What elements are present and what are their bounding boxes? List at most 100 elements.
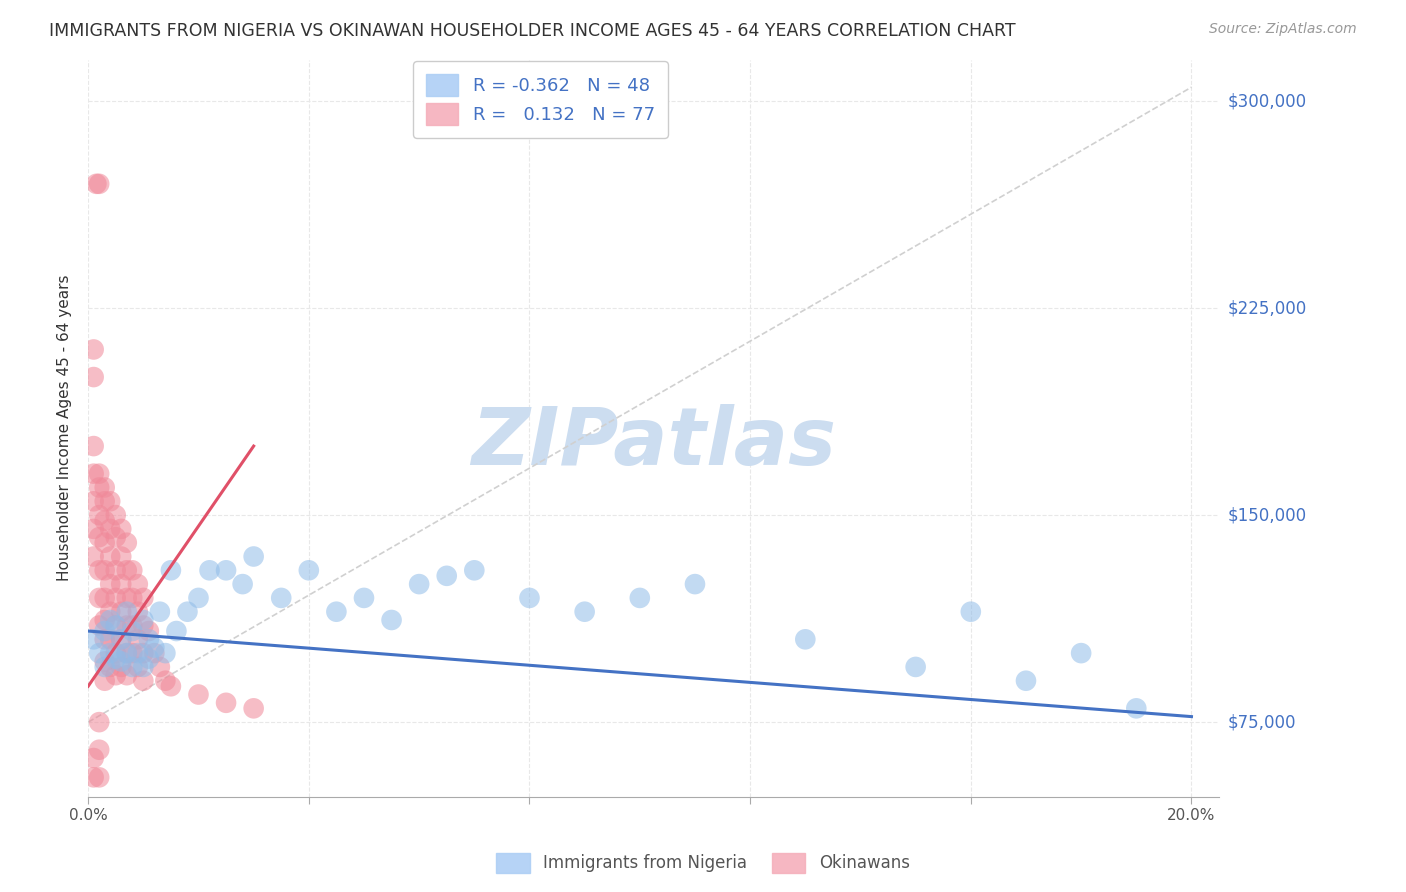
Point (138, 624, 160, 638)
Point (121, 624, 143, 638)
Point (89, 530, 111, 544)
Point (353, 591, 375, 605)
Point (1125, 701, 1147, 715)
Point (93, 494, 115, 508)
Point (242, 549, 264, 564)
Point (83, 439, 105, 453)
Point (104, 646, 127, 660)
Point (127, 660, 149, 674)
Point (121, 646, 143, 660)
Text: $150,000: $150,000 (1227, 506, 1306, 524)
Point (325, 605, 347, 619)
Point (89, 177, 111, 191)
Point (115, 605, 138, 619)
Legend: R = -0.362   N = 48, R =   0.132   N = 77: R = -0.362 N = 48, R = 0.132 N = 77 (413, 62, 668, 137)
Point (89, 743, 111, 757)
Point (115, 535, 138, 549)
Point (232, 577, 254, 591)
Point (89, 618, 111, 632)
Point (89, 508, 111, 522)
Point (127, 577, 149, 591)
Point (187, 688, 209, 702)
Point (104, 668, 127, 682)
Point (110, 577, 132, 591)
Point (98, 605, 121, 619)
Point (98, 577, 121, 591)
Point (83, 467, 105, 481)
Point (138, 651, 160, 665)
Point (83, 632, 105, 647)
Point (93, 673, 115, 688)
Point (93, 563, 115, 577)
Point (115, 563, 138, 577)
Point (115, 668, 138, 682)
Text: IMMIGRANTS FROM NIGERIA VS OKINAWAN HOUSEHOLDER INCOME AGES 45 - 64 YEARS CORREL: IMMIGRANTS FROM NIGERIA VS OKINAWAN HOUS… (49, 22, 1015, 40)
Point (628, 591, 651, 605)
Text: Source: ZipAtlas.com: Source: ZipAtlas.com (1209, 22, 1357, 37)
Point (89, 467, 111, 481)
Point (115, 618, 138, 632)
Point (110, 654, 132, 668)
Point (93, 613, 115, 627)
Point (187, 591, 209, 605)
Point (89, 563, 111, 577)
Point (93, 535, 115, 549)
Point (198, 563, 221, 577)
Point (215, 696, 238, 710)
Point (83, 343, 105, 357)
Point (242, 701, 264, 715)
Point (155, 646, 177, 660)
Point (89, 481, 111, 495)
Point (89, 770, 111, 784)
Point (104, 651, 127, 665)
Text: $300,000: $300,000 (1227, 92, 1306, 110)
Point (98, 632, 121, 647)
Point (149, 660, 172, 674)
Point (160, 563, 183, 577)
Point (104, 618, 127, 632)
Point (121, 563, 143, 577)
Point (132, 660, 155, 674)
Point (132, 618, 155, 632)
Point (89, 646, 111, 660)
Point (155, 673, 177, 688)
Point (98, 613, 121, 627)
Point (149, 605, 172, 619)
Point (270, 591, 292, 605)
Point (93, 660, 115, 674)
Point (127, 646, 149, 660)
Point (143, 640, 166, 655)
Point (574, 605, 596, 619)
Point (121, 591, 143, 605)
Point (104, 530, 127, 544)
Point (98, 522, 121, 536)
Point (104, 563, 127, 577)
Point (115, 591, 138, 605)
Point (83, 751, 105, 765)
Point (1015, 673, 1038, 688)
Point (83, 770, 105, 784)
Point (436, 569, 458, 583)
Point (110, 549, 132, 564)
Point (110, 660, 132, 674)
Point (93, 654, 115, 668)
Point (215, 563, 238, 577)
Point (115, 646, 138, 660)
Point (110, 632, 132, 647)
Point (83, 549, 105, 564)
Point (959, 605, 981, 619)
Point (380, 613, 402, 627)
Point (138, 632, 160, 647)
Text: $75,000: $75,000 (1227, 713, 1296, 731)
Point (98, 549, 121, 564)
Point (93, 624, 115, 638)
Point (89, 591, 111, 605)
Point (98, 494, 121, 508)
Point (683, 577, 706, 591)
Point (121, 660, 143, 674)
Point (104, 591, 127, 605)
Text: ZIPatlas: ZIPatlas (471, 404, 837, 482)
Point (132, 591, 155, 605)
Y-axis label: Householder Income Ages 45 - 64 years: Householder Income Ages 45 - 64 years (58, 275, 72, 582)
Point (794, 632, 817, 647)
